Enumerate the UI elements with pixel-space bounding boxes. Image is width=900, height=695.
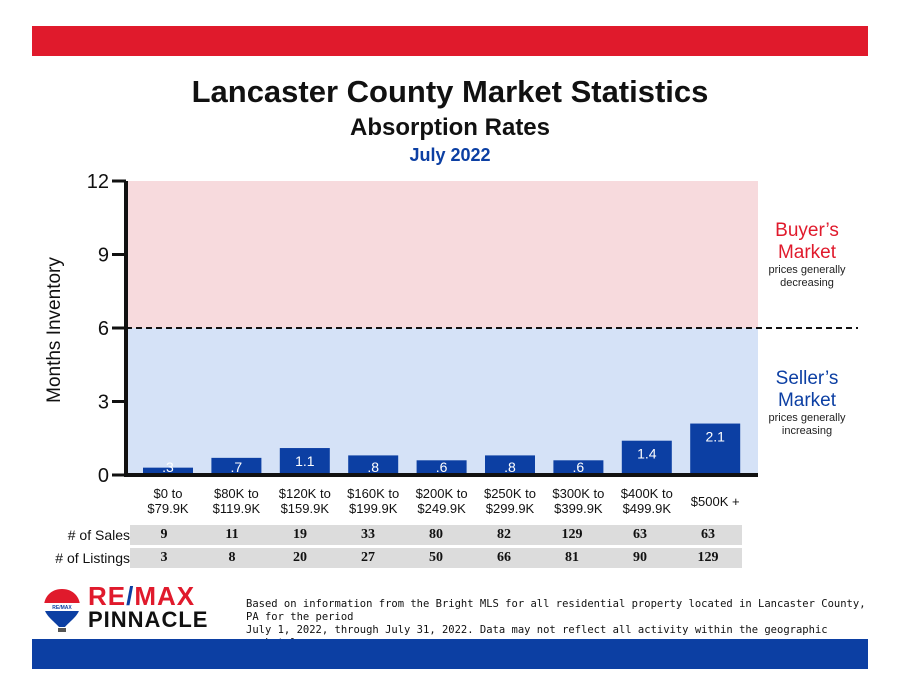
x-category-label-line: $400K to [620,486,673,501]
sellers-title-line1: Seller’s [775,368,839,389]
y-tick-label: 6 [98,318,109,340]
x-category-label-line: $0 to [153,486,183,501]
bar [211,457,262,475]
bar [279,448,330,475]
x-category-label: $0 to $79.9K [132,486,204,516]
x-category-label-line: $119.9K [212,501,261,516]
bar [553,460,604,475]
x-category-label-line: $79.9K [147,501,189,516]
bar-data-label: .7 [231,459,243,475]
chart-title: Lancaster County Market Statistics [191,74,709,109]
bar-data-label: 2.1 [705,429,725,445]
table-cell: 50 [402,548,470,568]
footnote-line1: Based on information from the Bright MLS… [246,598,866,623]
table-cell: 3 [130,548,198,568]
table-cell: 81 [538,548,606,568]
bar-data-label: 1.4 [637,446,657,462]
sales-listings-table: # of Sales 9 11 19 33 80 82 129 63 63 # … [14,522,742,571]
sellers-note-line1: prices generally [768,412,846,424]
remax-pinnacle-logo: RE/MAX RE/MAX PINNACLE [42,581,217,633]
bottom-blue-bar [32,639,868,669]
top-red-bar [32,26,868,56]
table-cell: 80 [402,525,470,545]
x-category-label-line: $80K to [213,486,259,501]
table-cell: 33 [334,525,402,545]
x-category-label: $200K to $249.9K [406,486,478,516]
row-label: # of Sales [67,527,130,543]
buyers-title-line2: Market [777,242,837,263]
x-category-label: $400K to $499.9K [611,486,683,516]
table-cell: 129 [538,525,606,545]
table-cell: 20 [266,548,334,568]
bar-data-label: .6 [436,459,448,475]
x-category-label-line: $160K to [347,486,400,501]
bar [416,460,467,475]
table-row-listings: # of Listings 3 8 20 27 50 66 81 90 129 [14,548,742,568]
table-row-sales: # of Sales 9 11 19 33 80 82 129 63 63 [14,525,742,545]
x-category-label: $80K to $119.9K [200,486,272,516]
table-cell: 63 [674,525,742,545]
x-category-label-line: $200K to [415,486,468,501]
bar [621,440,672,475]
y-axis-label: Months Inventory [44,257,65,403]
logo-re: RE [88,581,127,611]
y-tick-label: 9 [98,245,109,267]
table-cell: 19 [266,525,334,545]
buyers-market-label: Buyer’s Market prices generally decreasi… [742,220,872,290]
hot-air-balloon-icon: RE/MAX [44,589,80,632]
x-category-label-line: $250K to [483,486,537,501]
x-category-label-line: $159.9K [280,501,330,516]
buyers-title-line1: Buyer’s [775,220,839,241]
bar-data-label: 1.1 [295,453,315,469]
logo-remax-text: RE/MAX [88,581,195,612]
sellers-note-line2: increasing [781,425,833,437]
bar-data-label: .8 [367,459,379,475]
x-category-label: $300K to $399.9K [542,486,614,516]
x-category-label: $120K to $159.9K [269,486,341,516]
table-cell: 129 [674,548,742,568]
chart-subtitle: Absorption Rates [349,114,550,141]
table-cell: 90 [606,548,674,568]
x-category-label-line: $500K + [690,494,740,509]
bar-data-label: .3 [162,459,174,475]
x-category-label-line: $300K to [552,486,605,501]
x-category-label: $500K + [679,494,751,509]
table-cell: 9 [130,525,198,545]
table-cell: 11 [198,525,266,545]
bar [348,455,399,475]
bar [485,455,535,475]
x-category-label-line: $299.9K [485,501,535,516]
buyers-note-line1: prices generally [768,264,846,276]
y-tick-label: 12 [87,171,109,193]
x-category-label-line: $499.9K [622,501,672,516]
table-cell: 82 [470,525,538,545]
logo-pinnacle-text: PINNACLE [88,607,209,632]
table-cell: 27 [334,548,402,568]
logo-max: MAX [134,581,196,611]
buyers-note-line2: decreasing [780,277,834,289]
chart-period: July 2022 [409,145,491,165]
logo-slash: / [126,581,135,611]
sellers-title-line2: Market [777,390,837,411]
table-cell: 8 [198,548,266,568]
row-label: # of Listings [55,550,130,566]
bar [143,467,193,475]
buyers-market-zone [126,181,758,328]
x-category-label-line: $249.9K [417,501,466,516]
balloon-text: RE/MAX [52,605,72,611]
x-category-label: $160K to $199.9K [337,486,409,516]
bar [690,423,741,475]
x-category-label: $250K to $299.9K [474,486,546,516]
table-cell: 66 [470,548,538,568]
table-cell: 63 [606,525,674,545]
sellers-market-label: Seller’s Market prices generally increas… [742,368,872,438]
x-category-label-line: $199.9K [348,501,398,516]
x-category-label-line: $120K to [278,486,331,501]
x-category-label-line: $399.9K [554,501,603,516]
y-tick-label: 3 [98,392,109,414]
bar-data-label: .6 [573,459,585,475]
y-tick-label: 0 [98,465,109,487]
bar-data-label: .8 [504,459,516,475]
